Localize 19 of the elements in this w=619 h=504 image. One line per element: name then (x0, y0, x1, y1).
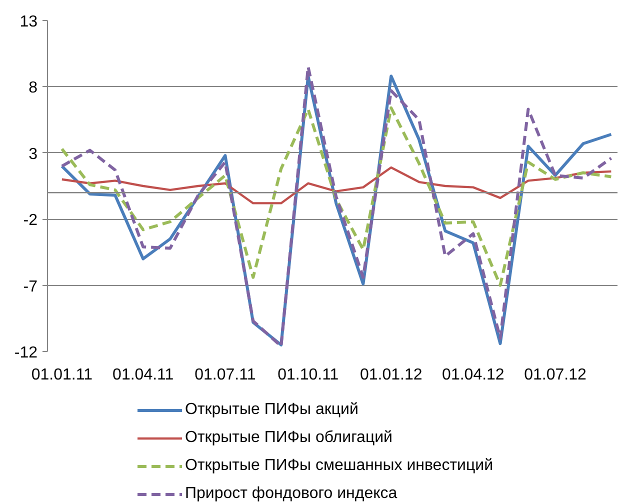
x-tick-label: 01.04.11 (112, 366, 174, 384)
x-tick-label: 01.01.11 (31, 366, 93, 384)
y-tick-label: 8 (28, 80, 38, 97)
y-tick-label: -7 (23, 278, 38, 296)
x-tick-label: 01.07.11 (194, 366, 256, 384)
line-series (60, 166, 612, 204)
y-tick-label: -12 (14, 344, 38, 362)
y-tick-label: 13 (20, 14, 38, 30)
legend-label: Открытые ПИФы облигаций (185, 429, 392, 447)
legend-label: Открытые ПИФы акций (185, 401, 358, 419)
legend-label: Открытые ПИФы смешанных инвестиций (185, 457, 493, 475)
x-tick-label: 01.10.11 (278, 366, 339, 384)
x-tick-label: 01.04.12 (442, 366, 504, 384)
line-series (60, 106, 613, 287)
legend-label: Прирост фондового индекса (185, 485, 398, 503)
y-tick-label: -2 (23, 212, 38, 230)
y-tick-label: 3 (28, 146, 38, 163)
x-tick-label: 01.01.12 (360, 366, 422, 384)
x-tick-label: 01.07.12 (524, 366, 587, 384)
